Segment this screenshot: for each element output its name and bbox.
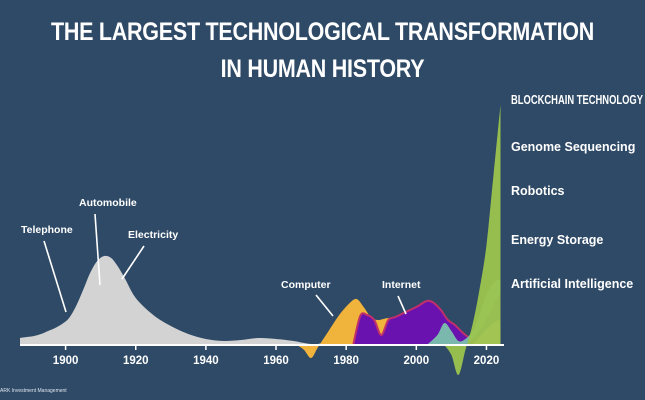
annotation-electricity: Electricity: [128, 229, 178, 241]
slide-title: THE LARGEST TECHNOLOGICAL TRANSFORMATION…: [45, 14, 600, 88]
annotation-pointer-automobile: [94, 213, 101, 286]
x-tick-label: 2020: [474, 355, 500, 367]
legend-label-genome-sequencing: Genome Sequencing: [511, 140, 635, 154]
x-tick-label: 1940: [193, 355, 219, 367]
annotation-telephone: Telephone: [21, 224, 73, 236]
legend-label-blockchain-technology: BLOCKCHAIN TECHNOLOGY: [511, 93, 643, 107]
chart-legend: BLOCKCHAIN TECHNOLOGY Genome Sequencing Ro…: [511, 93, 643, 291]
title-line-2: IN HUMAN HISTORY: [220, 55, 425, 83]
annotation-pointer-computer: [315, 294, 334, 317]
x-tick-label: 1900: [53, 355, 79, 367]
legend-label-robotics: Robotics: [511, 184, 565, 198]
annotation-pointer-electricity: [121, 245, 145, 280]
x-tick-label: 2000: [404, 355, 430, 367]
x-tick-label: 1960: [263, 355, 289, 367]
x-tick-label: 1980: [333, 355, 359, 367]
series-edge-internet: [352, 299, 501, 346]
series-area-blockchain-technology: [444, 105, 501, 376]
chart-areas: [20, 105, 501, 376]
x-axis-ticks: 1900 1920 1940 1960 1980 2000 2020: [20, 344, 504, 367]
x-tick-label: 1920: [123, 355, 149, 367]
chart-annotations: Telephone Automobile Electricity Computer In…: [21, 197, 421, 317]
annotation-computer: Computer: [281, 279, 331, 291]
annotation-automobile: Automobile: [79, 197, 137, 209]
legend-label-energy-storage: Energy Storage: [511, 233, 603, 247]
annotation-internet: Internet: [382, 279, 421, 291]
legend-label-artificial-intelligence: Artificial Intelligence: [511, 277, 633, 291]
footer-source: ARK Investment Management: [0, 388, 67, 394]
title-line-1: THE LARGEST TECHNOLOGICAL TRANSFORMATION: [50, 18, 595, 46]
annotation-pointer-telephone: [43, 240, 67, 313]
annotation-pointer-internet: [397, 295, 407, 315]
